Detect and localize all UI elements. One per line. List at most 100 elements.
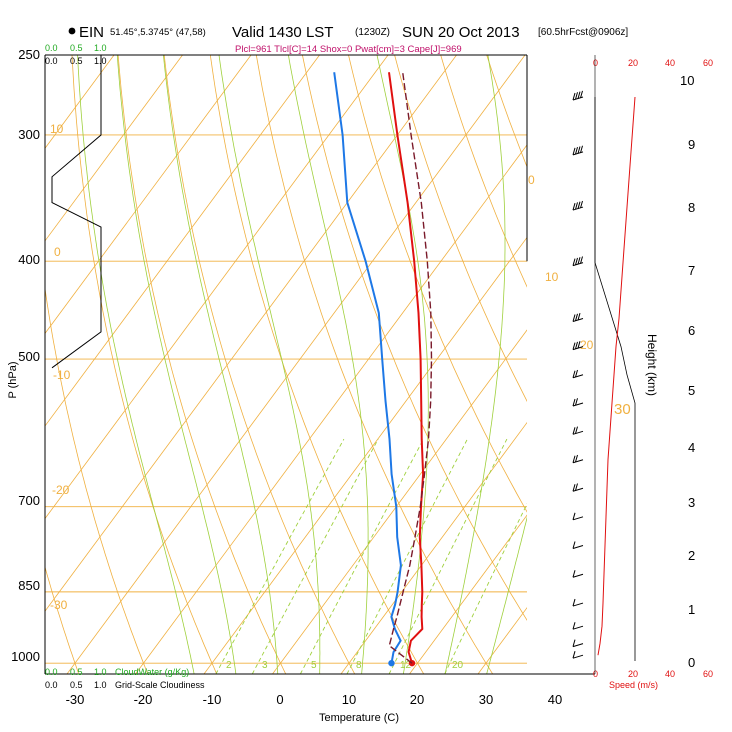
temperature-profile-line bbox=[388, 72, 425, 664]
wind-envelope-line bbox=[594, 97, 636, 661]
cloudiness-tick-2-top: 1.0 bbox=[94, 56, 107, 66]
cloudiness-profile-line bbox=[51, 55, 102, 369]
background-lines bbox=[0, 37, 732, 685]
cloudwater-tick-2: 1.0 bbox=[94, 667, 107, 677]
height-tick-3: 3 bbox=[688, 495, 695, 510]
cloudwater-tick-0: 0.0 bbox=[45, 667, 58, 677]
valid-utc: (1230Z) bbox=[355, 27, 390, 38]
mixing-ratio-line bbox=[300, 438, 424, 674]
dry-adiabat-line bbox=[255, 55, 494, 674]
cloudwater-tick-1-top: 0.5 bbox=[70, 43, 83, 53]
isotherm-label-10: 10 bbox=[50, 122, 64, 136]
dry-adiabat-line bbox=[440, 55, 527, 288]
cloudwater-tick-2-top: 1.0 bbox=[94, 43, 107, 53]
wind-barb bbox=[572, 541, 584, 549]
forecast-hours: [60.5hrFcst@0906z] bbox=[538, 27, 628, 38]
dry-adiabat-line bbox=[0, 37, 13, 685]
speed-tick-top-40: 40 bbox=[665, 58, 675, 68]
dry-adiabat-line bbox=[209, 55, 425, 674]
dry-adiabat-line bbox=[163, 55, 356, 674]
isotherm-line bbox=[45, 55, 252, 335]
mixing-ratio-label-2: 2 bbox=[226, 660, 232, 671]
moist-adiabat-line bbox=[116, 55, 237, 674]
valid-time: Valid 1430 LST bbox=[232, 24, 333, 41]
temp-tick-minus10: -10 bbox=[203, 692, 222, 707]
dry-adiabat-label-0: 0 bbox=[528, 173, 535, 187]
isotherm-line bbox=[66, 55, 526, 674]
cloudwater-tick-1: 0.5 bbox=[70, 667, 83, 677]
wind-barb bbox=[572, 570, 584, 578]
mixing-ratio-line bbox=[388, 438, 508, 674]
mixing-ratio-labels: 2 3 5 8 12 20 bbox=[226, 660, 464, 671]
height-tick-9: 9 bbox=[688, 137, 695, 152]
station-id: EIN bbox=[79, 24, 104, 41]
isotherm-line bbox=[203, 236, 527, 674]
moist-adiabat-line bbox=[444, 55, 506, 674]
wind-barb bbox=[572, 598, 584, 607]
cloudiness-tick-2: 1.0 bbox=[94, 680, 107, 690]
speed-label: Speed (m/s) bbox=[609, 680, 658, 690]
line-labels: 10 0 -10 -20 -30 0 10 20 30 bbox=[50, 122, 631, 612]
wind-barb bbox=[572, 312, 584, 322]
wind-barb bbox=[572, 483, 584, 492]
dry-adiabat-line bbox=[709, 37, 732, 685]
dewpoint-surface-point bbox=[388, 659, 395, 667]
wind-barbs bbox=[572, 55, 636, 674]
height-tick-7: 7 bbox=[688, 263, 695, 278]
wind-barb bbox=[572, 639, 584, 648]
temp-tick-minus20: -20 bbox=[134, 692, 153, 707]
pressure-tick-500: 500 bbox=[18, 349, 40, 364]
wind-barb bbox=[572, 454, 584, 464]
station-coords: 51.45°,5.3745° (47,58) bbox=[110, 27, 206, 38]
speed-tick-top-0: 0 bbox=[593, 58, 598, 68]
height-tick-2: 2 bbox=[688, 548, 695, 563]
speed-tick-60: 60 bbox=[703, 669, 713, 679]
speed-tick-top-60: 60 bbox=[703, 58, 713, 68]
height-tick-5: 5 bbox=[688, 383, 695, 398]
cloudiness-tick-0-top: 0.0 bbox=[45, 56, 58, 66]
isotherm-line bbox=[340, 421, 527, 674]
wind-barb bbox=[572, 369, 584, 379]
dry-adiabat-line bbox=[71, 55, 218, 674]
x-axis-label: Temperature (C) bbox=[319, 712, 399, 724]
wind-speed-scale: 0 20 40 60 0 20 40 60 Speed (m/s) bbox=[593, 58, 713, 690]
wind-barb bbox=[572, 341, 584, 351]
height-ticks: 0 1 2 3 4 5 6 7 8 9 10 bbox=[680, 73, 695, 670]
moist-adiabat-line bbox=[376, 55, 429, 674]
isotherm-label-0: 0 bbox=[54, 245, 61, 259]
mixing-ratio-label-3: 3 bbox=[262, 660, 268, 671]
wind-barb bbox=[572, 622, 584, 630]
isotherm-line bbox=[134, 144, 527, 674]
speed-tick-40: 40 bbox=[665, 669, 675, 679]
valid-date: SUN 20 Oct 2013 bbox=[402, 24, 520, 41]
cloudiness-tick-1: 0.5 bbox=[70, 680, 83, 690]
mixing-ratio-label-8: 8 bbox=[356, 660, 362, 671]
temp-tick-20: 20 bbox=[410, 692, 424, 707]
cloudiness-panel bbox=[51, 55, 102, 369]
dewpoint-profile-line bbox=[333, 72, 402, 664]
mixing-ratio-label-5: 5 bbox=[311, 660, 317, 671]
cloudiness-tick-1-top: 0.5 bbox=[70, 56, 83, 66]
speed-tick-top-20: 20 bbox=[628, 58, 638, 68]
isotherm-line bbox=[408, 514, 527, 674]
dry-adiabat-line bbox=[663, 37, 732, 685]
dry-adiabat-line bbox=[45, 286, 149, 674]
station-dot-icon bbox=[68, 27, 76, 35]
cloudiness-label: Grid-Scale Cloudiness bbox=[115, 680, 205, 690]
wind-barb bbox=[572, 426, 584, 435]
wind-speed-line bbox=[597, 96, 636, 656]
dry-adiabat-line bbox=[527, 37, 732, 685]
wind-barb bbox=[572, 256, 584, 267]
moist-adiabat-line bbox=[218, 55, 321, 674]
wind-barb bbox=[572, 200, 584, 211]
pressure-tick-1000: 1000 bbox=[11, 649, 40, 664]
pressure-tick-850: 850 bbox=[18, 578, 40, 593]
dry-adiabat-line bbox=[348, 55, 527, 513]
dry-adiabat-line bbox=[45, 565, 80, 674]
dry-adiabat-line bbox=[301, 55, 527, 621]
mixing-ratio-line bbox=[215, 438, 345, 674]
pressure-tick-250: 250 bbox=[18, 47, 40, 62]
dry-adiabat-line bbox=[486, 55, 527, 168]
moist-adiabat-line bbox=[77, 55, 195, 674]
